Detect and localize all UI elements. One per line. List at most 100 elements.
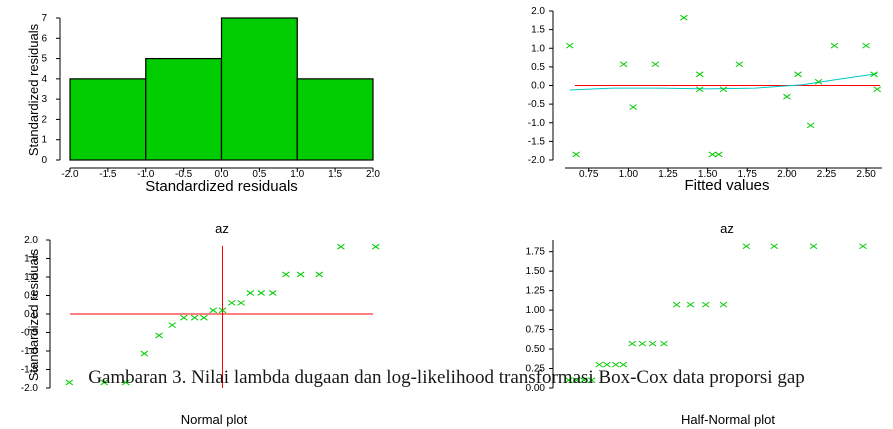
normal-point-13 — [246, 290, 255, 296]
normal-point-14 — [257, 290, 265, 296]
half-normal-point-11 — [660, 340, 668, 347]
fitted-point-17 — [862, 42, 870, 49]
normal-y-tick-label-1: 1.5 — [24, 254, 38, 265]
fitted-x-tick-label-3: 1.50 — [698, 169, 718, 180]
histogram-bar-2 — [220, 17, 298, 161]
normal-y-tick-label-4: 0.0 — [24, 309, 38, 320]
normal-point-3 — [140, 350, 149, 357]
histogram-y-tick-label-2: 2 — [41, 114, 47, 125]
half-normal-point-12 — [672, 301, 681, 308]
fitted-y-tick-label-7: -1.5 — [528, 136, 546, 147]
half-normal-point-7 — [619, 361, 628, 368]
histogram-bar-1 — [145, 57, 223, 161]
fitted-point-9 — [714, 151, 723, 158]
fitted-point-13 — [794, 71, 802, 78]
normal-plot-title: az — [215, 221, 229, 236]
fitted-point-11 — [735, 61, 744, 68]
normal-y-tick-label-7: -1.5 — [21, 365, 39, 376]
histogram-y-tick-label-7: 7 — [41, 13, 47, 24]
fitted-point-5 — [680, 14, 688, 21]
half-normal-title: az — [720, 221, 734, 236]
normal-point-0 — [65, 379, 74, 386]
fitted-y-tick-label-4: 0.0 — [531, 81, 545, 92]
histogram-x-tick-label-8: 2.0 — [366, 169, 380, 180]
half-normal-y-tick-label-7: 0.00 — [526, 383, 546, 394]
half-normal-point-14 — [701, 301, 710, 308]
half-normal-point-4 — [595, 361, 604, 368]
histogram-x-tick-label-1: -1.5 — [99, 169, 117, 180]
half-normal-point-13 — [686, 301, 695, 308]
fitted-x-tick-label-7: 2.50 — [856, 169, 876, 180]
figure-caption: Gambaran 3. Nilai lambda dugaan dan log-… — [88, 367, 805, 388]
normal-point-20 — [371, 243, 380, 250]
histogram-y-tick-label-1: 1 — [41, 135, 47, 146]
normal-y-tick-label-2: 1.0 — [24, 272, 38, 283]
histogram-y-tick-label-5: 5 — [41, 54, 47, 65]
histogram-bar-0 — [69, 78, 147, 161]
histogram-y-tick-label-6: 6 — [41, 33, 47, 44]
fitted-x-tick-label-0: 0.75 — [579, 169, 599, 180]
histogram-panel: 0 1 2 3 4 5 6 7 -2.0 -1.5 -1.0 -0.5 0.0 0.5 1.0 1.5 2.0 S… — [26, 13, 380, 195]
half-normal-y-tick-label-4: 0.75 — [526, 325, 546, 336]
histogram-x-tick-label-7: 1.5 — [328, 169, 342, 180]
half-normal-point-19 — [859, 243, 867, 250]
half-normal-point-0 — [565, 377, 573, 384]
fitted-x-tick-label-5: 2.00 — [777, 169, 797, 180]
half-normal-point-15 — [719, 301, 728, 308]
half-normal-panel: 1.75 1.50 1.25 1.00 0.75 0.50 0.25 0.00 az Half-N… — [526, 221, 867, 427]
histogram-x-axis-label: Standardized residuals — [145, 178, 298, 195]
half-normal-point-3 — [587, 377, 596, 384]
histogram-y-tick-label-0: 0 — [41, 155, 47, 166]
normal-point-16 — [282, 271, 290, 278]
half-normal-point-6 — [611, 361, 620, 368]
half-normal-y-tick-label-0: 1.75 — [526, 247, 546, 258]
fitted-point-7 — [695, 86, 704, 93]
fitted-point-0 — [565, 42, 574, 49]
half-normal-point-2 — [580, 377, 588, 384]
fitted-point-14 — [806, 122, 815, 129]
fitted-point-18 — [870, 71, 878, 78]
half-normal-y-tick-label-5: 0.50 — [526, 344, 546, 355]
half-normal-point-17 — [770, 243, 779, 250]
fitted-y-tick-label-2: 1.0 — [531, 43, 545, 54]
histogram-bar-3 — [296, 78, 374, 161]
normal-y-axis-label: Standardized residuals — [26, 248, 41, 381]
fitted-y-tick-label-3: 0.5 — [531, 62, 545, 73]
normal-point-15 — [269, 290, 277, 296]
half-normal-y-tick-label-2: 1.25 — [526, 286, 546, 297]
normal-point-7 — [190, 314, 199, 321]
fitted-smooth-line — [569, 73, 878, 91]
half-normal-point-9 — [638, 340, 647, 347]
histogram-y-axis-label: Standardized residuals — [26, 23, 41, 156]
half-normal-point-8 — [628, 340, 636, 347]
fitted-x-axis-label: Fitted values — [684, 177, 769, 194]
normal-point-11 — [227, 299, 236, 306]
fitted-panel: 2.0 1.5 1.0 0.5 0.0 -0.5 -1.0 -1.5 -2.0 0.75 1.00 1… — [528, 6, 882, 194]
normal-x-axis-label: Normal plot — [181, 412, 248, 427]
normal-point-5 — [168, 322, 176, 329]
half-normal-point-5 — [603, 361, 611, 368]
normal-plot-panel: 2.0 1.5 1.0 0.5 0.0 -0.5 -1.0 -1.5 -2.0 az Normal … — [21, 221, 380, 427]
fitted-x-tick-label-1: 1.00 — [619, 169, 639, 180]
fitted-point-19 — [873, 86, 882, 93]
histogram-y-tick-label-3: 3 — [41, 94, 47, 105]
fitted-point-15 — [814, 78, 823, 85]
histogram-x-tick-label-6: 1.0 — [290, 169, 304, 180]
fitted-point-3 — [629, 104, 637, 111]
normal-y-tick-label-0: 2.0 — [24, 235, 38, 246]
normal-point-8 — [200, 314, 208, 321]
fitted-y-tick-label-5: -0.5 — [528, 99, 546, 110]
fitted-point-10 — [719, 86, 728, 93]
fitted-x-tick-label-4: 1.75 — [738, 169, 758, 180]
histogram-x-tick-label-0: -2.0 — [61, 169, 79, 180]
half-normal-y-tick-label-3: 1.00 — [526, 305, 546, 316]
fitted-point-6 — [695, 71, 704, 78]
fitted-point-16 — [830, 42, 839, 49]
normal-point-1 — [100, 379, 108, 386]
half-normal-point-10 — [648, 340, 657, 347]
histogram-y-tick-label-4: 4 — [41, 74, 47, 85]
fitted-point-4 — [651, 61, 660, 68]
histogram-x-tick-label-2: -1.0 — [137, 169, 155, 180]
normal-y-tick-label-8: -2.0 — [21, 383, 39, 394]
